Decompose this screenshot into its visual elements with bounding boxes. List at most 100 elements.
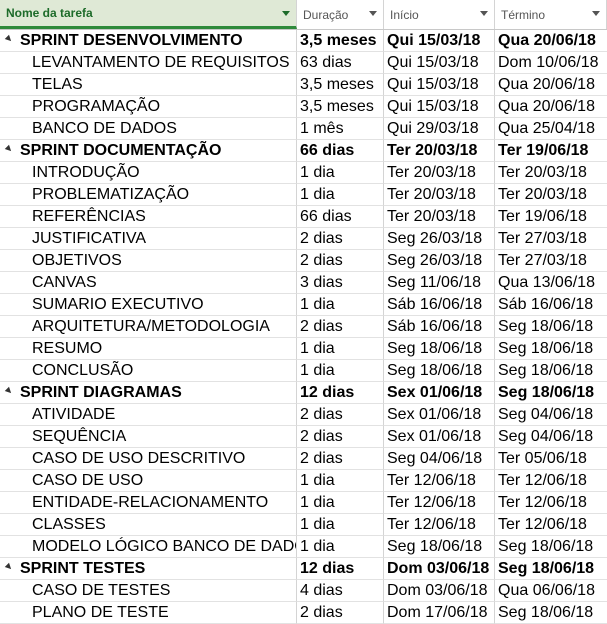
task-name-cell[interactable]: CLASSES xyxy=(0,514,297,536)
duration-cell[interactable]: 1 dia xyxy=(297,470,384,492)
duration-cell[interactable]: 1 dia xyxy=(297,294,384,316)
finish-cell[interactable]: Ter 12/06/18 xyxy=(495,514,607,536)
start-cell[interactable]: Ter 12/06/18 xyxy=(384,492,495,514)
task-name-cell[interactable]: INTRODUÇÃO xyxy=(0,162,297,184)
task-row[interactable]: LEVANTAMENTO DE REQUISITOS 63 dias Qui 15/… xyxy=(0,52,607,74)
duration-cell[interactable]: 1 dia xyxy=(297,536,384,558)
start-cell[interactable]: Ter 20/03/18 xyxy=(384,162,495,184)
finish-cell[interactable]: Seg 18/06/18 xyxy=(495,602,607,624)
collapse-triangle-icon[interactable] xyxy=(4,145,14,154)
finish-cell[interactable]: Ter 19/06/18 xyxy=(495,206,607,228)
task-name-cell[interactable]: CASO DE TESTES xyxy=(0,580,297,602)
duration-cell[interactable]: 1 dia xyxy=(297,184,384,206)
task-row[interactable]: JUSTIFICATIVA 2 dias Seg 26/03/18 Ter 27/03… xyxy=(0,228,607,250)
start-cell[interactable]: Dom 03/06/18 xyxy=(384,558,495,580)
task-row[interactable]: ENTIDADE-RELACIONAMENTO 1 dia Ter 12/06/18… xyxy=(0,492,607,514)
task-name-cell[interactable]: CASO DE USO xyxy=(0,470,297,492)
duration-cell[interactable]: 2 dias xyxy=(297,250,384,272)
start-cell[interactable]: Qui 15/03/18 xyxy=(384,52,495,74)
dropdown-arrow-icon[interactable] xyxy=(480,11,488,16)
task-row[interactable]: TELAS 3,5 meses Qui 15/03/18 Qua 20/06/18 xyxy=(0,74,607,96)
duration-cell[interactable]: 12 dias xyxy=(297,558,384,580)
duration-cell[interactable]: 2 dias xyxy=(297,426,384,448)
duration-cell[interactable]: 1 dia xyxy=(297,360,384,382)
finish-cell[interactable]: Seg 18/06/18 xyxy=(495,316,607,338)
task-row[interactable]: OBJETIVOS 2 dias Seg 26/03/18 Ter 27/03/18 xyxy=(0,250,607,272)
task-name-cell[interactable]: LEVANTAMENTO DE REQUISITOS xyxy=(0,52,297,74)
task-row[interactable]: PLANO DE TESTE 2 dias Dom 17/06/18 Seg 18/0… xyxy=(0,602,607,624)
task-row[interactable]: PROBLEMATIZAÇÃO 1 dia Ter 20/03/18 Ter 20/0… xyxy=(0,184,607,206)
task-name-cell[interactable]: ARQUITETURA/METODOLOGIA xyxy=(0,316,297,338)
task-row[interactable]: MODELO LÓGICO BANCO DE DADOS 1 dia Seg 18/… xyxy=(0,536,607,558)
start-cell[interactable]: Sáb 16/06/18 xyxy=(384,316,495,338)
task-row[interactable]: ATIVIDADE 2 dias Sex 01/06/18 Seg 04/06/18 xyxy=(0,404,607,426)
start-cell[interactable]: Dom 03/06/18 xyxy=(384,580,495,602)
task-name-cell[interactable]: SPRINT DIAGRAMAS xyxy=(0,382,297,404)
finish-cell[interactable]: Seg 04/06/18 xyxy=(495,404,607,426)
summary-task-row[interactable]: SPRINT TESTES 12 dias Dom 03/06/18 Seg 18/0… xyxy=(0,558,607,580)
task-name-cell[interactable]: ATIVIDADE xyxy=(0,404,297,426)
start-cell[interactable]: Ter 12/06/18 xyxy=(384,470,495,492)
finish-cell[interactable]: Dom 10/06/18 xyxy=(495,52,607,74)
duration-cell[interactable]: 2 dias xyxy=(297,404,384,426)
task-name-cell[interactable]: PROBLEMATIZAÇÃO xyxy=(0,184,297,206)
task-name-cell[interactable]: PROGRAMAÇÃO xyxy=(0,96,297,118)
finish-cell[interactable]: Ter 20/03/18 xyxy=(495,162,607,184)
task-name-cell[interactable]: SPRINT TESTES xyxy=(0,558,297,580)
start-cell[interactable]: Seg 26/03/18 xyxy=(384,228,495,250)
finish-cell[interactable]: Ter 12/06/18 xyxy=(495,470,607,492)
task-name-cell[interactable]: TELAS xyxy=(0,74,297,96)
finish-cell[interactable]: Qua 06/06/18 xyxy=(495,580,607,602)
finish-cell[interactable]: Qua 20/06/18 xyxy=(495,74,607,96)
task-name-cell[interactable]: RESUMO xyxy=(0,338,297,360)
task-row[interactable]: CLASSES 1 dia Ter 12/06/18 Ter 12/06/18 xyxy=(0,514,607,536)
duration-cell[interactable]: 3 dias xyxy=(297,272,384,294)
column-header-duration[interactable]: Duração xyxy=(297,0,384,29)
task-row[interactable]: CONCLUSÃO 1 dia Seg 18/06/18 Seg 18/06/18 xyxy=(0,360,607,382)
finish-cell[interactable]: Ter 05/06/18 xyxy=(495,448,607,470)
start-cell[interactable]: Sex 01/06/18 xyxy=(384,426,495,448)
finish-cell[interactable]: Seg 18/06/18 xyxy=(495,536,607,558)
finish-cell[interactable]: Ter 20/03/18 xyxy=(495,184,607,206)
task-row[interactable]: REFERÊNCIAS 66 dias Ter 20/03/18 Ter 19/06/… xyxy=(0,206,607,228)
finish-cell[interactable]: Qua 13/06/18 xyxy=(495,272,607,294)
task-row[interactable]: PROGRAMAÇÃO 3,5 meses Qui 15/03/18 Qua 20/0… xyxy=(0,96,607,118)
task-row[interactable]: CASO DE USO 1 dia Ter 12/06/18 Ter 12/06/18 xyxy=(0,470,607,492)
duration-cell[interactable]: 4 dias xyxy=(297,580,384,602)
start-cell[interactable]: Sex 01/06/18 xyxy=(384,404,495,426)
start-cell[interactable]: Ter 20/03/18 xyxy=(384,206,495,228)
task-row[interactable]: CANVAS 3 dias Seg 11/06/18 Qua 13/06/18 xyxy=(0,272,607,294)
task-name-cell[interactable]: ENTIDADE-RELACIONAMENTO xyxy=(0,492,297,514)
start-cell[interactable]: Sáb 16/06/18 xyxy=(384,294,495,316)
duration-cell[interactable]: 3,5 meses xyxy=(297,96,384,118)
collapse-triangle-icon[interactable] xyxy=(4,563,14,572)
task-name-cell[interactable]: CONCLUSÃO xyxy=(0,360,297,382)
duration-cell[interactable]: 63 dias xyxy=(297,52,384,74)
duration-cell[interactable]: 66 dias xyxy=(297,140,384,162)
duration-cell[interactable]: 1 dia xyxy=(297,162,384,184)
start-cell[interactable]: Seg 18/06/18 xyxy=(384,338,495,360)
start-cell[interactable]: Qui 15/03/18 xyxy=(384,74,495,96)
duration-cell[interactable]: 12 dias xyxy=(297,382,384,404)
duration-cell[interactable]: 1 dia xyxy=(297,514,384,536)
dropdown-arrow-icon[interactable] xyxy=(369,11,377,16)
task-name-cell[interactable]: CASO DE USO DESCRITIVO xyxy=(0,448,297,470)
finish-cell[interactable]: Seg 18/06/18 xyxy=(495,360,607,382)
duration-cell[interactable]: 2 dias xyxy=(297,228,384,250)
task-name-cell[interactable]: SEQUÊNCIA xyxy=(0,426,297,448)
task-row[interactable]: CASO DE USO DESCRITIVO 2 dias Seg 04/06/18… xyxy=(0,448,607,470)
duration-cell[interactable]: 1 dia xyxy=(297,338,384,360)
finish-cell[interactable]: Qua 25/04/18 xyxy=(495,118,607,140)
duration-cell[interactable]: 2 dias xyxy=(297,448,384,470)
duration-cell[interactable]: 1 dia xyxy=(297,492,384,514)
collapse-triangle-icon[interactable] xyxy=(4,387,14,396)
dropdown-arrow-icon[interactable] xyxy=(282,11,290,16)
task-name-cell[interactable]: SUMARIO EXECUTIVO xyxy=(0,294,297,316)
duration-cell[interactable]: 66 dias xyxy=(297,206,384,228)
duration-cell[interactable]: 3,5 meses xyxy=(297,30,384,52)
finish-cell[interactable]: Qua 20/06/18 xyxy=(495,30,607,52)
start-cell[interactable]: Qui 29/03/18 xyxy=(384,118,495,140)
duration-cell[interactable]: 2 dias xyxy=(297,602,384,624)
start-cell[interactable]: Ter 20/03/18 xyxy=(384,184,495,206)
column-header-task-name[interactable]: Nome da tarefa xyxy=(0,0,297,29)
